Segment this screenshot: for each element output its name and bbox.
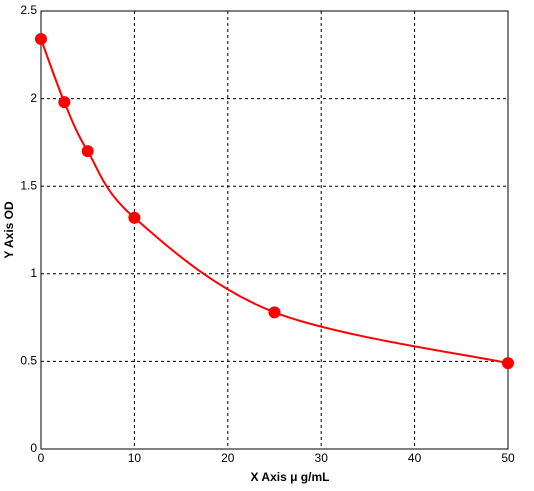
y-tick-label: 1.5 [20, 178, 37, 192]
point [58, 96, 71, 109]
x-tick-label: 40 [408, 451, 422, 465]
x-tick-label: 10 [128, 451, 142, 465]
y-tick-label: 0.5 [20, 354, 37, 368]
y-tick-label: 2.5 [20, 3, 37, 17]
x-tick-label: 50 [501, 451, 515, 465]
y-tick-label: 2 [30, 91, 37, 105]
x-tick-label: 20 [221, 451, 235, 465]
point [502, 357, 514, 370]
y-tick-label: 0 [30, 441, 37, 455]
point [268, 306, 281, 319]
x-tick-label: 30 [315, 451, 329, 465]
y-axis-label: Y Axis OD [2, 201, 16, 259]
point [128, 211, 141, 224]
plot-frame [40, 10, 509, 450]
x-tick-label: 0 [38, 451, 45, 465]
point [35, 33, 47, 46]
point [81, 145, 94, 158]
y-tick-label: 1 [30, 266, 37, 280]
x-axis-label: X Axis μ g/mL [251, 470, 330, 484]
